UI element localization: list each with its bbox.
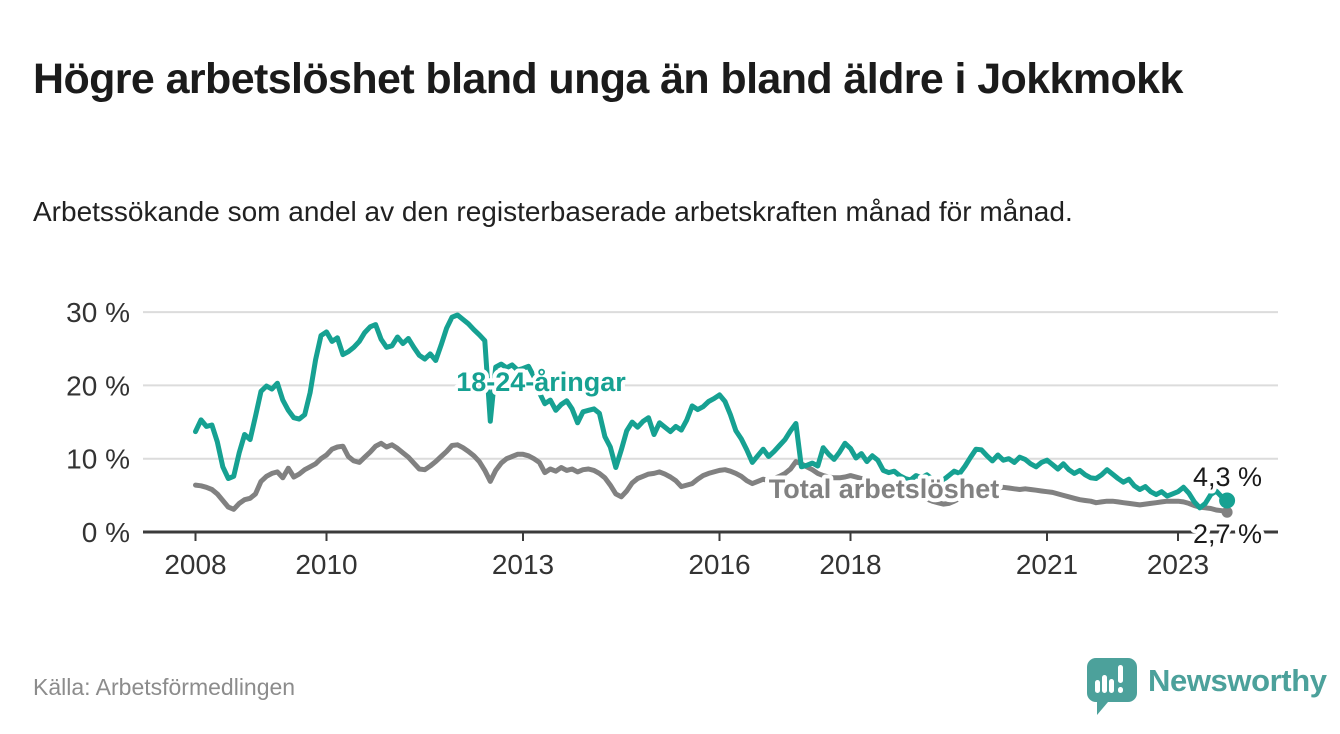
svg-text:10 %: 10 % — [66, 444, 130, 475]
end-value-label-youth: 4,3 % — [1193, 462, 1262, 492]
gridlines — [143, 311, 1278, 460]
source-note: Källa: Arbetsförmedlingen — [33, 674, 296, 700]
series-line-youth — [193, 312, 1230, 511]
svg-text:30 %: 30 % — [66, 297, 130, 328]
series-label-total: Total arbetslöshet — [769, 474, 1000, 504]
series-end-dot-youth — [1219, 492, 1236, 509]
series-end-dot-total — [1221, 506, 1233, 518]
logo-bars-and-exclamation — [1095, 665, 1123, 693]
brand-footer: Newsworthy — [1086, 657, 1327, 717]
svg-text:2016: 2016 — [688, 549, 750, 580]
brand-name: Newsworthy — [1148, 663, 1327, 698]
newsworthy-logo-icon — [1087, 658, 1137, 715]
svg-text:2010: 2010 — [295, 549, 357, 580]
svg-text:0 %: 0 % — [82, 517, 130, 548]
series-line-total — [193, 440, 1230, 515]
svg-text:20 %: 20 % — [66, 370, 130, 401]
page-title: Högre arbetslöshet bland unga än bland ä… — [33, 54, 1183, 103]
series-label-youth: 18-24-åringar — [456, 367, 626, 397]
svg-text:2013: 2013 — [492, 549, 554, 580]
svg-text:2021: 2021 — [1016, 549, 1078, 580]
line-chart: 0 % 10 % 20 % 30 % 2008 2010 2013 2016 2018 2021 2… — [66, 297, 1278, 580]
axis-tick-labels: 0 % 10 % 20 % 30 % 2008 2010 2013 2016 2018 2021 2… — [66, 297, 1209, 580]
end-value-label-total: 2,7 % — [1193, 519, 1262, 549]
svg-text:2018: 2018 — [819, 549, 881, 580]
page-subtitle: Arbetssökande som andel av den registerb… — [33, 196, 1073, 227]
x-axis — [143, 530, 1278, 541]
svg-text:2008: 2008 — [164, 549, 226, 580]
svg-text:2023: 2023 — [1147, 549, 1209, 580]
